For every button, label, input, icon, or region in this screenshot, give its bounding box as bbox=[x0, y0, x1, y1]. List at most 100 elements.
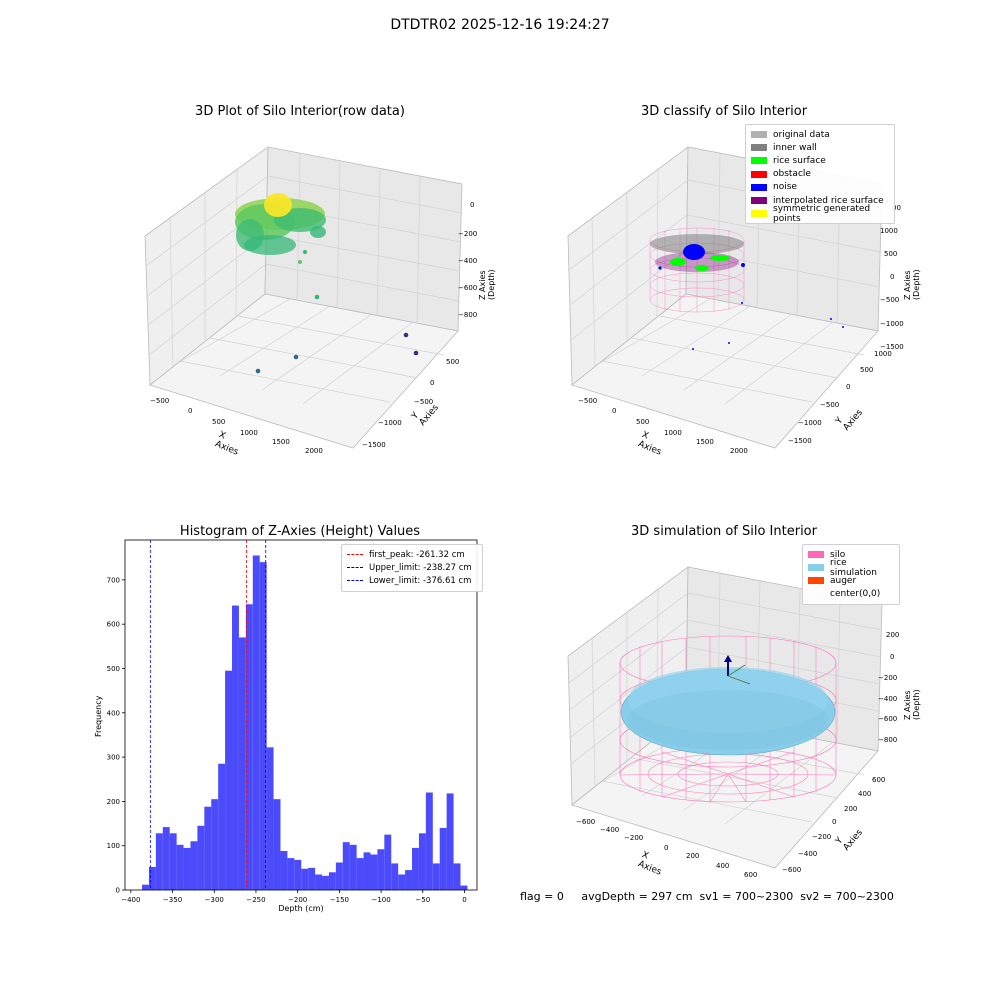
classify-ytick: 0 bbox=[846, 383, 851, 391]
classify-ztick: 500 bbox=[884, 250, 898, 258]
classify-plot-title: 3D classify of Silo Interior bbox=[640, 104, 808, 119]
legend-entry-first-peak: first_peak: -261.32 cm bbox=[347, 548, 477, 561]
histogram-bar bbox=[245, 604, 253, 890]
raw-xtick: 500 bbox=[212, 418, 226, 426]
legend-label: symmetric generated points bbox=[773, 203, 871, 224]
raw-ztick: −600 bbox=[458, 284, 478, 292]
histogram-bar bbox=[169, 833, 177, 890]
histogram-bar bbox=[322, 875, 329, 890]
histogram-bar bbox=[398, 874, 406, 890]
sim-zlabel: Z Axies (Depth) bbox=[903, 689, 921, 720]
histogram-bar bbox=[197, 825, 205, 890]
x-tick-label: −300 bbox=[205, 896, 224, 904]
histogram-bar bbox=[418, 833, 426, 890]
classify-xtick: 2000 bbox=[730, 447, 748, 455]
raw-ztick: −200 bbox=[458, 230, 478, 238]
histogram-bar bbox=[308, 867, 316, 890]
histogram-bar bbox=[315, 874, 323, 890]
classify-ztick: −500 bbox=[880, 296, 900, 304]
histogram-bar bbox=[432, 863, 440, 890]
sim-xtick: 0 bbox=[664, 844, 669, 852]
classify-ztick: −1500 bbox=[880, 343, 904, 351]
legend-swatch bbox=[751, 170, 767, 178]
raw-ztick: 0 bbox=[470, 201, 475, 209]
legend-swatch bbox=[751, 144, 767, 152]
histogram-bar bbox=[453, 863, 461, 890]
x-tick-label: −50 bbox=[415, 896, 430, 904]
histogram-bar bbox=[349, 844, 357, 890]
classify-ztick: 1000 bbox=[880, 227, 898, 235]
sim-rice-surface bbox=[620, 667, 836, 756]
classify-legend: original data inner wall rice surface ob… bbox=[745, 124, 895, 225]
histogram-bar bbox=[142, 884, 149, 890]
legend-entry-obstacle: obstacle bbox=[751, 168, 889, 181]
histogram-bar bbox=[259, 562, 267, 890]
histogram-bar bbox=[335, 862, 343, 890]
classify-ytick: −1000 bbox=[798, 419, 822, 427]
legend-line bbox=[347, 580, 363, 582]
histogram-bar bbox=[266, 747, 274, 890]
legend-label: original data bbox=[773, 129, 830, 140]
x-tick-label: 0 bbox=[462, 896, 466, 904]
legend-label: Upper_limit: -238.27 cm bbox=[369, 562, 472, 573]
sim-ytick: −400 bbox=[798, 850, 818, 858]
classify-xtick: 500 bbox=[636, 418, 650, 426]
classify-ytick: 1000 bbox=[874, 350, 892, 358]
figure-title: DTDTR02 2025-12-16 19:24:27 bbox=[390, 17, 610, 33]
y-tick-label: 600 bbox=[107, 621, 120, 629]
histogram-bar bbox=[232, 605, 239, 890]
legend-swatch bbox=[808, 551, 824, 559]
histogram-bar bbox=[294, 859, 302, 890]
sim-plot-title: 3D simulation of Silo Interior bbox=[631, 524, 817, 539]
raw-plot-title: 3D Plot of Silo Interior(row data) bbox=[195, 104, 405, 119]
x-tick-label: −250 bbox=[246, 896, 265, 904]
raw-xtick: 1500 bbox=[272, 438, 290, 446]
classify-ztick: 0 bbox=[890, 273, 895, 281]
sim-ztick: 0 bbox=[890, 653, 895, 661]
histogram-bar bbox=[148, 866, 156, 890]
histogram-ylabel: Frequency bbox=[94, 695, 103, 737]
legend-label: auger bbox=[830, 575, 857, 586]
sim-xtick: 400 bbox=[716, 862, 730, 870]
histogram-bar bbox=[391, 863, 399, 890]
legend-entry-original-data: original data bbox=[751, 128, 889, 141]
histogram-title: Histogram of Z-Axies (Height) Values bbox=[179, 524, 421, 539]
classify-ytick: −1500 bbox=[788, 437, 812, 445]
legend-label: center(0,0) bbox=[830, 589, 881, 600]
classify-ytick: −500 bbox=[820, 401, 840, 409]
y-tick-label: 300 bbox=[107, 754, 120, 762]
histogram-bar bbox=[460, 885, 468, 890]
raw-point-cloud bbox=[235, 193, 419, 374]
legend-label: inner wall bbox=[773, 142, 817, 153]
x-tick-label: −150 bbox=[330, 896, 349, 904]
classify-ztick: −1000 bbox=[880, 320, 904, 328]
sim-ytick: 600 bbox=[872, 776, 886, 784]
sim-ytick: −200 bbox=[812, 833, 832, 841]
histogram-bar bbox=[162, 827, 170, 890]
legend-swatch bbox=[808, 564, 824, 572]
histogram-bar bbox=[363, 852, 371, 890]
sim-ztick: −800 bbox=[878, 736, 898, 744]
sim-ytick: 0 bbox=[832, 818, 837, 826]
histogram-frame bbox=[124, 539, 478, 891]
histogram-bar bbox=[439, 827, 447, 890]
x-tick-label: −200 bbox=[288, 896, 307, 904]
legend-entry-symmetric: symmetric generated points bbox=[751, 204, 889, 224]
classify-ztick-partial: 00 bbox=[892, 204, 901, 212]
raw-xtick: 2000 bbox=[305, 447, 323, 455]
legend-swatch bbox=[751, 131, 767, 139]
legend-label: silo bbox=[830, 549, 846, 560]
raw-ytick: −1000 bbox=[378, 419, 402, 427]
y-tick-label: 100 bbox=[107, 842, 120, 850]
histogram-bar bbox=[301, 868, 309, 890]
histogram-bar bbox=[446, 793, 454, 890]
sim-ytick: 400 bbox=[858, 790, 872, 798]
histogram-bar bbox=[218, 763, 226, 890]
y-tick-label: 200 bbox=[107, 798, 120, 806]
raw-ytick: 0 bbox=[430, 379, 435, 387]
raw-xtick: 1000 bbox=[240, 429, 258, 437]
histogram-bar bbox=[412, 847, 419, 890]
histogram-legend: first_peak: -261.32 cm Upper_limit: -238… bbox=[341, 544, 483, 592]
